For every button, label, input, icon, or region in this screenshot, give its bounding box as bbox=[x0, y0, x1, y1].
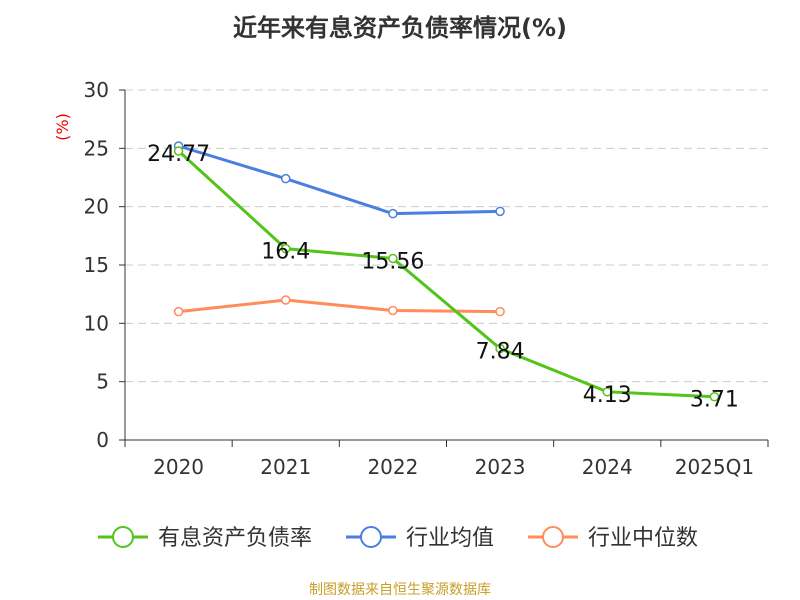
data-point bbox=[388, 208, 398, 219]
y-tick-label: 30 bbox=[84, 78, 109, 102]
legend-label: 行业中位数 bbox=[588, 526, 698, 551]
x-tick-label: 2022 bbox=[367, 455, 418, 479]
data-label: 16.4 bbox=[261, 240, 310, 265]
x-tick-label: 2020 bbox=[153, 455, 204, 479]
data-point bbox=[281, 295, 291, 305]
data-point bbox=[495, 343, 505, 354]
data-point bbox=[281, 243, 291, 254]
data-point bbox=[388, 253, 398, 264]
data-label: 24.77 bbox=[147, 142, 210, 167]
data-point bbox=[173, 306, 184, 317]
data-point bbox=[495, 306, 505, 317]
y-axis-label: (%) bbox=[53, 113, 72, 141]
data-label: 3.71 bbox=[690, 388, 739, 413]
data-point bbox=[602, 387, 612, 397]
legend-label: 行业均值 bbox=[406, 526, 494, 551]
legend-marker bbox=[112, 526, 134, 548]
legend-marker bbox=[360, 526, 382, 548]
series-line bbox=[178, 298, 501, 314]
y-tick-label: 5 bbox=[96, 370, 109, 394]
y-tick-label: 25 bbox=[84, 136, 109, 160]
y-tick-label: 15 bbox=[84, 253, 109, 277]
data-point bbox=[709, 391, 720, 402]
data-label: 4.13 bbox=[583, 383, 632, 408]
series-line bbox=[177, 149, 715, 399]
data-label: 15.56 bbox=[361, 249, 424, 274]
data-point bbox=[281, 173, 291, 184]
y-tick-label: 20 bbox=[84, 195, 109, 219]
data-point bbox=[388, 305, 398, 316]
y-tick-label: 0 bbox=[96, 428, 109, 452]
x-tick-label: 2023 bbox=[475, 455, 526, 479]
legend-label: 有息资产负债率 bbox=[158, 526, 312, 551]
data-label: 7.84 bbox=[476, 340, 525, 365]
data-point bbox=[173, 146, 184, 156]
legend-marker bbox=[542, 526, 564, 548]
x-tick-label: 2024 bbox=[582, 455, 633, 479]
y-tick-label: 10 bbox=[84, 311, 109, 335]
data-point bbox=[495, 206, 505, 217]
source-note: 制图数据来自恒生聚源数据库 bbox=[309, 582, 491, 598]
x-tick-label: 2025Q1 bbox=[675, 455, 754, 479]
series-line bbox=[178, 144, 501, 216]
chart-title: 近年来有息资产负债率情况(%) bbox=[233, 14, 567, 42]
x-tick-label: 2021 bbox=[260, 455, 311, 479]
